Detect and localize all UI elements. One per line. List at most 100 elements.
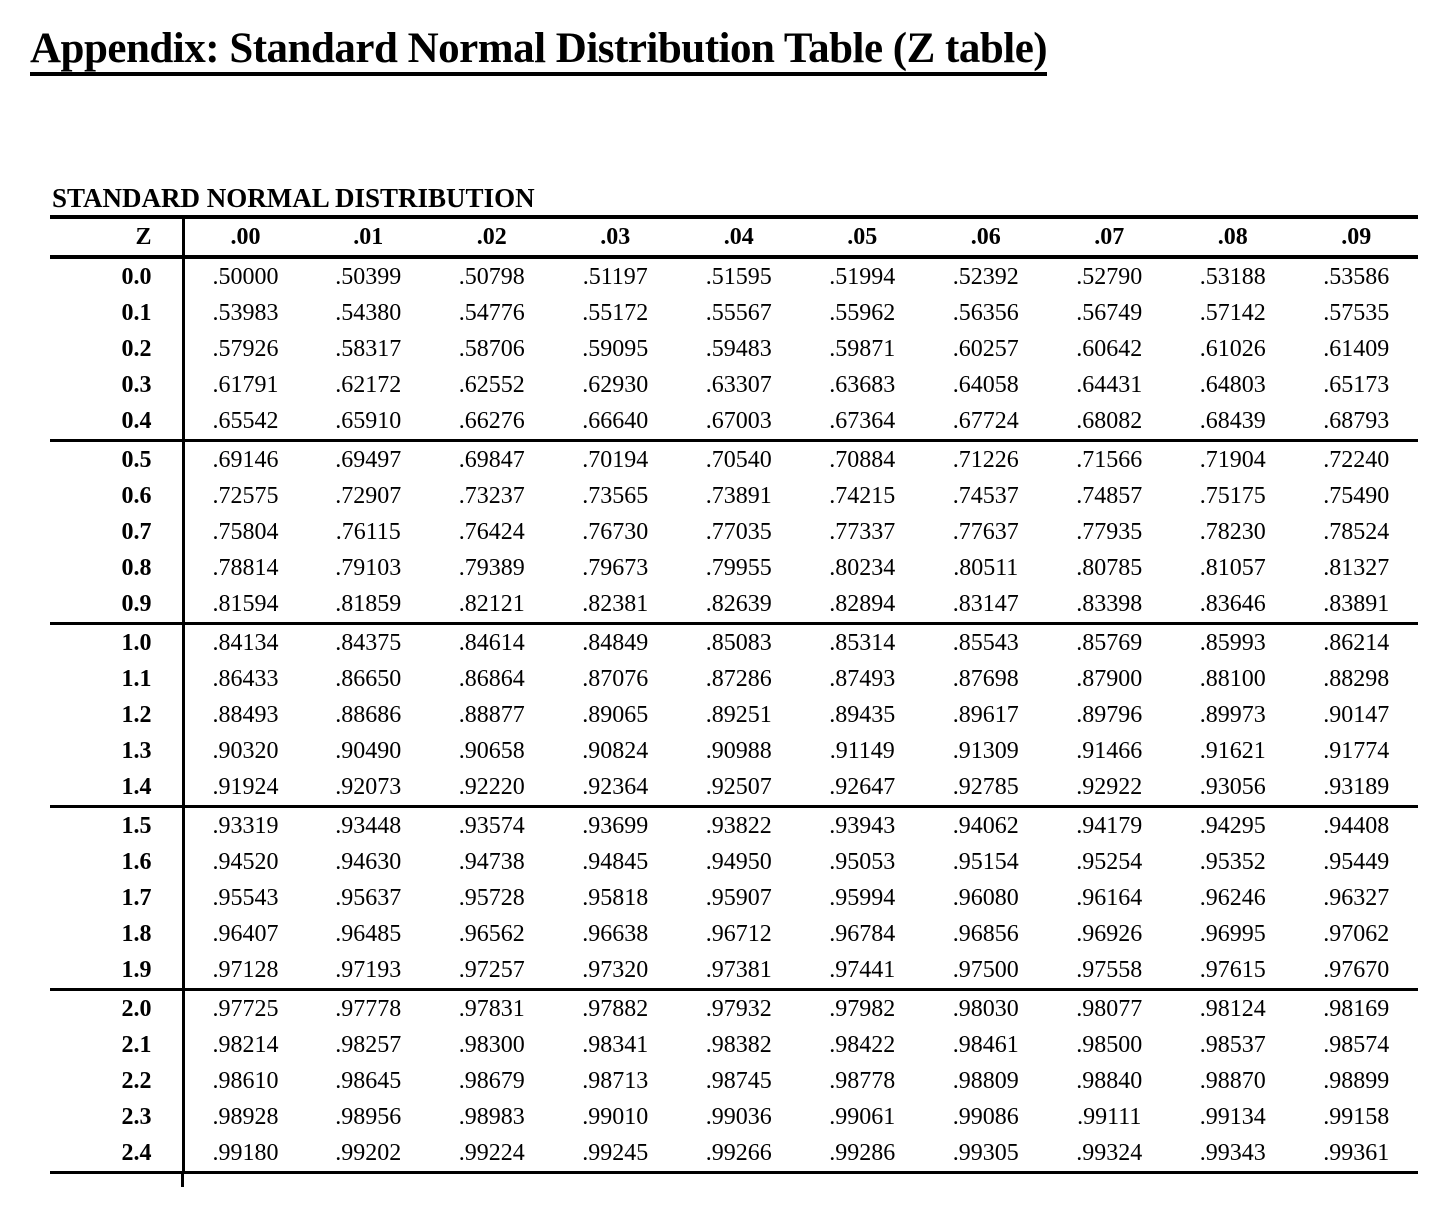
z-value-cell: .90824 bbox=[582, 738, 649, 765]
z-value-cell: .61791 bbox=[212, 372, 279, 399]
z-value-cell: .52392 bbox=[952, 264, 1019, 291]
z-value-cell: .96327 bbox=[1323, 885, 1390, 912]
z-value-cell: .85083 bbox=[677, 622, 801, 662]
z-value-cell: .79673 bbox=[582, 555, 649, 582]
z-value-cell: .79955 bbox=[705, 555, 772, 582]
z-value-cell: .81594 bbox=[212, 591, 279, 618]
z-value-cell: .97062 bbox=[1323, 921, 1390, 948]
z-value-cell: .74857 bbox=[1076, 483, 1143, 510]
z-row-label: 1.7 bbox=[50, 880, 185, 917]
z-row-label: 1.0 bbox=[50, 622, 185, 662]
z-value-cell: .98745 bbox=[705, 1068, 772, 1095]
z-value-cell: .80511 bbox=[953, 555, 1019, 582]
z-row-label: 1.6 bbox=[50, 844, 185, 881]
z-value-cell: .92922 bbox=[1076, 774, 1143, 801]
table-row: 1.0.84134.84375.84614.84849.85083.85314.… bbox=[50, 622, 1418, 662]
z-value-cell: .98214 bbox=[212, 1032, 279, 1059]
z-value-cell: .97441 bbox=[829, 957, 896, 984]
column-header-00: .00 bbox=[183, 219, 307, 260]
z-value-cell: .98461 bbox=[952, 1032, 1019, 1059]
z-value-cell: .98928 bbox=[212, 1104, 279, 1131]
z-value-cell: .87493 bbox=[829, 666, 896, 693]
z-value-cell: .98899 bbox=[1323, 1068, 1390, 1095]
z-row-label: 0.0 bbox=[50, 257, 185, 296]
z-row-label: 0.2 bbox=[50, 331, 185, 368]
z-value-cell: .95637 bbox=[335, 885, 402, 912]
z-value-cell: .96164 bbox=[1076, 885, 1143, 912]
table-row: 1.7 .95543 .95637 .95728 .95818 .95907 .95994.… bbox=[50, 880, 1418, 917]
z-value-cell: .98382 bbox=[705, 1032, 772, 1059]
z-value-cell: .54776 bbox=[458, 300, 525, 327]
z-value-cell: .96080 bbox=[952, 885, 1019, 912]
z-value-cell: .64431 bbox=[1076, 372, 1143, 399]
z-row-label: 0.9 bbox=[50, 586, 185, 624]
column-header-09: .09 bbox=[1294, 219, 1418, 260]
z-value-cell: .71904 bbox=[1171, 439, 1295, 479]
z-value-cell: .99361 bbox=[1294, 1135, 1418, 1175]
z-value-cell: .88493 bbox=[212, 702, 279, 729]
z-value-cell: .66640 bbox=[582, 408, 649, 435]
z-value-cell: .98077 bbox=[1047, 988, 1171, 1028]
z-value-cell: .94295 bbox=[1171, 805, 1295, 845]
z-row-label: 1.9 bbox=[50, 952, 185, 990]
z-value-cell: .58317 bbox=[335, 336, 402, 363]
z-value-cell: .55962 bbox=[829, 300, 896, 327]
z-value-cell: .95352 bbox=[1199, 849, 1266, 876]
z-value-cell: .80234 bbox=[829, 555, 896, 582]
table-row: 1.9 .97128 .97193 .97257 .97320 .97381 .97441.… bbox=[50, 952, 1418, 990]
z-value-cell: .99202 bbox=[306, 1135, 430, 1175]
z-value-cell: .98809 bbox=[952, 1068, 1019, 1095]
z-value-cell: .56356 bbox=[952, 300, 1019, 327]
z-value-cell: .97615 bbox=[1199, 957, 1266, 984]
z-value-cell: .75175 bbox=[1199, 483, 1266, 510]
table-row: 1.6 .94520 .94630 .94738 .94845 .94950 .95053.… bbox=[50, 844, 1418, 881]
z-value-cell: .59871 bbox=[829, 336, 896, 363]
z-value-cell: .97193 bbox=[335, 957, 402, 984]
z-column-divider-tail bbox=[181, 1174, 184, 1188]
z-value-cell: .97778 bbox=[306, 988, 430, 1028]
z-value-cell: .68439 bbox=[1199, 408, 1266, 435]
z-value-cell: .67724 bbox=[952, 408, 1019, 435]
z-value-cell: .91924 bbox=[212, 774, 279, 801]
z-value-cell: .78814 bbox=[212, 555, 279, 582]
z-value-cell: .89065 bbox=[582, 702, 649, 729]
z-value-cell: .95728 bbox=[458, 885, 525, 912]
z-value-cell: .96926 bbox=[1076, 921, 1143, 948]
z-value-cell: .91466 bbox=[1076, 738, 1143, 765]
z-value-cell: .65910 bbox=[335, 408, 402, 435]
z-value-cell: .51197 bbox=[582, 264, 648, 291]
z-value-cell: .74537 bbox=[952, 483, 1019, 510]
z-value-cell: .97725 bbox=[183, 988, 307, 1028]
z-row-label: 2.1 bbox=[50, 1027, 185, 1064]
z-value-cell: .85543 bbox=[924, 622, 1048, 662]
table-row: 0.0 .50000 .50399 .50798 .51197 .51595 .51994.… bbox=[50, 257, 1418, 296]
z-value-cell: .99305 bbox=[924, 1135, 1048, 1175]
z-value-cell: .53586 bbox=[1323, 264, 1390, 291]
z-value-cell: .96407 bbox=[212, 921, 279, 948]
z-value-cell: .96562 bbox=[458, 921, 525, 948]
z-value-cell: .98840 bbox=[1076, 1068, 1143, 1095]
z-value-cell: .73891 bbox=[705, 483, 772, 510]
z-value-cell: .93943 bbox=[800, 805, 924, 845]
z-value-cell: .86650 bbox=[335, 666, 402, 693]
z-value-cell: .83891 bbox=[1323, 591, 1390, 618]
z-value-cell: .71226 bbox=[924, 439, 1048, 479]
z-value-cell: .82894 bbox=[829, 591, 896, 618]
z-value-cell: .94738 bbox=[458, 849, 525, 876]
z-row-label: 1.2 bbox=[50, 697, 185, 734]
z-value-cell: .50798 bbox=[458, 264, 525, 291]
z-value-cell: .84134 bbox=[183, 622, 307, 662]
table-heading: STANDARD NORMAL DISTRIBUTION bbox=[50, 184, 1418, 220]
z-value-cell: .62930 bbox=[582, 372, 649, 399]
z-value-cell: .99286 bbox=[800, 1135, 924, 1175]
z-value-cell: .82639 bbox=[705, 591, 772, 618]
z-value-cell: .97381 bbox=[705, 957, 772, 984]
table-row: 2.3 .98928 .98956 .98983 .99010 .99036 .99061.… bbox=[50, 1099, 1418, 1136]
z-value-cell: .94630 bbox=[335, 849, 402, 876]
table-row: 2.0.97725.97778.97831.97882.97932.97982.… bbox=[50, 988, 1418, 1028]
z-value-cell: .50000 bbox=[212, 264, 279, 291]
z-value-cell: .97257 bbox=[458, 957, 525, 984]
z-row-label: 1.4 bbox=[50, 769, 185, 807]
z-value-cell: .68082 bbox=[1076, 408, 1143, 435]
z-value-cell: .75490 bbox=[1323, 483, 1390, 510]
